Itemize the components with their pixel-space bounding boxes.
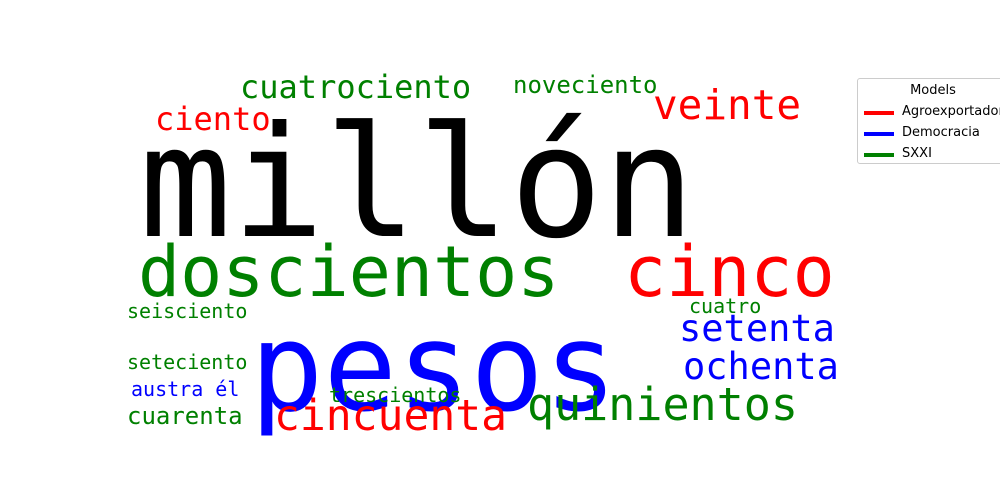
word-ciento: ciento [155,100,271,138]
word-ochenta: ochenta [683,345,839,388]
legend-title: Models [910,83,956,98]
word-trescientos: trescientos [329,383,461,407]
legend-swatch-agroexportador [864,111,894,115]
word-setenta: setenta [679,307,835,350]
word-quinientos: quinientos [527,378,798,431]
legend-entry-democracia: Democracia [858,123,1000,144]
word-seisciento: seisciento [127,299,247,323]
word-cincuenta: cincuenta [274,391,507,441]
word-austra-él: austra él [131,377,239,401]
legend-swatch-democracia [864,132,894,136]
legend-entry-sxxi: SXXI [858,144,1000,165]
legend-swatch-sxxi [864,153,894,157]
legend: Models Agroexportador Democracia SXXI [857,78,1000,164]
word-millón: millón [139,94,695,273]
legend-label-democracia: Democracia [902,125,980,140]
legend-entry-agroexportador: Agroexportador [858,102,1000,123]
word-cuatrociento: cuatrociento [240,68,471,106]
legend-label-agroexportador: Agroexportador [902,104,1000,119]
word-pesos: pesos [250,297,617,439]
legend-label-sxxi: SXXI [902,146,932,161]
word-noveciento: noveciento [513,71,658,99]
word-veinte: veinte [653,81,801,129]
word-doscientos: doscientos [138,231,559,313]
word-seteciento: seteciento [127,350,247,374]
word-cuatro: cuatro [689,294,761,318]
word-cuarenta: cuarenta [127,402,243,430]
word-cinco: cinco [624,231,835,313]
